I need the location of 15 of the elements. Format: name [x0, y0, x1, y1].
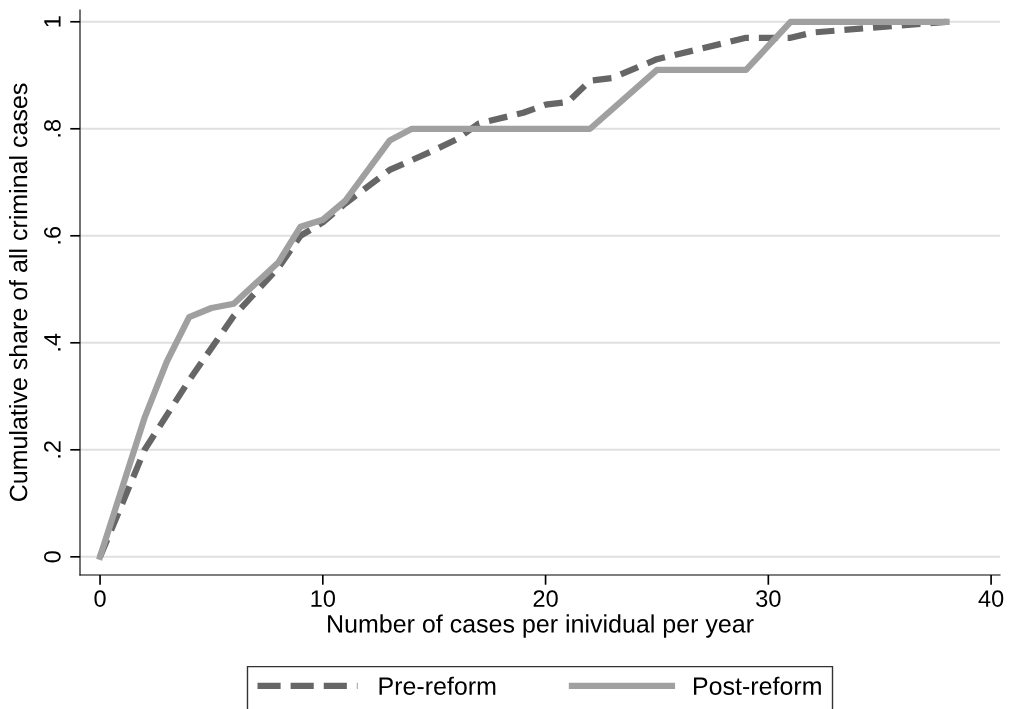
legend-label: Post-reform [693, 676, 821, 695]
y-axis-title: Cumulative share of all criminal cases [8, 83, 28, 502]
x-axis-title: Number of cases per inividual per year [328, 614, 754, 638]
x-tick-label: 30 [756, 590, 781, 607]
legend-label: Pre-reform [379, 676, 496, 695]
y-tick-label: .4 [44, 333, 61, 351]
y-tick-label: 1 [44, 16, 61, 27]
y-tick-label: .8 [44, 119, 61, 137]
x-tick-label: 0 [94, 590, 106, 607]
y-tick-label: .2 [44, 441, 61, 458]
x-tick-label: 40 [978, 590, 1004, 607]
x-tick-label: 20 [533, 590, 558, 607]
y-tick-label: 0 [44, 551, 61, 563]
x-tick-label: 10 [311, 590, 336, 607]
y-tick-label: .6 [44, 226, 61, 244]
